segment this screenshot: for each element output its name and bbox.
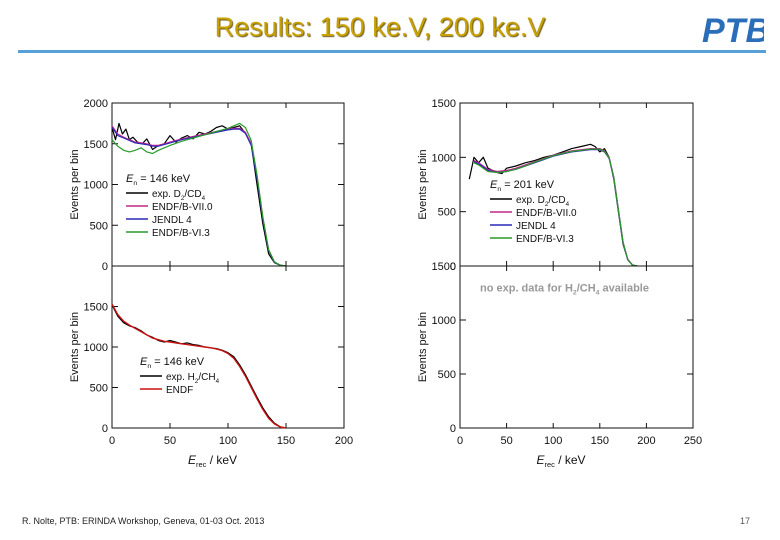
y-tick-label: 1000: [84, 180, 108, 192]
ptb-logo-icon: PTB: [702, 12, 764, 48]
y-axis-label: Events per bin: [69, 312, 81, 382]
legend-entry: exp. H2/CH4: [166, 372, 220, 385]
y-tick-label: 500: [90, 383, 108, 395]
y-tick-label: 500: [438, 207, 456, 219]
y-axis-label: Events per bin: [417, 312, 429, 382]
x-axis-label: Erec / keV: [188, 453, 237, 469]
series-endf-b-vi-3: [111, 122, 287, 267]
energy-annotation: En = 146 keV: [126, 173, 191, 187]
x-tick-label: 0: [457, 435, 463, 447]
plot-frame: [459, 102, 694, 267]
y-tick-label: 0: [102, 423, 108, 435]
x-tick-label: 100: [544, 435, 562, 447]
footer-citation: R. Nolte, PTB: ERINDA Workshop, Geneva, …: [22, 516, 265, 526]
y-tick-label: 1500: [432, 98, 456, 110]
y-tick-label: 1500: [84, 302, 108, 314]
chart-right-top: 0 500 1000 1500 Events per bin En = 201 keV ex…: [417, 98, 694, 273]
series-endf: [111, 303, 287, 429]
y-tick-label: 2000: [84, 98, 108, 110]
y-tick-label: 500: [438, 369, 456, 381]
series-exp-h2-ch4: [111, 304, 287, 429]
x-tick-label: 250: [684, 435, 702, 447]
energy-annotation: En = 201 keV: [490, 179, 555, 193]
y-tick-label: 1000: [432, 315, 456, 327]
x-tick-label: 0: [109, 435, 115, 447]
y-axis-label: Events per bin: [69, 149, 81, 219]
chart-left-bottom: 0 500 1000 1500 0 50 100 150 200 Events per bin Er…: [69, 265, 353, 469]
y-tick-label: 1500: [84, 139, 108, 151]
legend-entry: JENDL 4: [152, 215, 192, 226]
legend-entry: ENDF/B-VII.0: [152, 202, 213, 213]
no-data-note: no exp. data for H2/CH4 available: [480, 283, 649, 297]
x-tick-label: 50: [164, 435, 176, 447]
x-tick-label: 200: [637, 435, 655, 447]
y-tick-label: 0: [450, 423, 456, 435]
plot-frame: [111, 265, 345, 429]
x-tick-label: 100: [219, 435, 237, 447]
y-tick-label: 0: [450, 261, 456, 273]
title-divider: [18, 50, 766, 53]
legend-entry: ENDF: [166, 385, 193, 396]
plot-frame: [459, 265, 694, 429]
y-tick-label: 1000: [84, 342, 108, 354]
y-tick-label: 1000: [432, 152, 456, 164]
page-number: 17: [740, 516, 751, 526]
y-tick-label: 0: [102, 261, 108, 273]
legend-entry: JENDL 4: [516, 221, 556, 232]
legend-entry: exp. D2/CD4: [152, 189, 206, 202]
ptb-logo-text: PTB: [702, 12, 764, 48]
slide-title: Results: 150 ke.V, 200 ke.V: [214, 12, 546, 42]
x-tick-label: 150: [591, 435, 609, 447]
legend-entry: ENDF/B-VII.0: [516, 208, 577, 219]
x-axis-label: Erec / keV: [537, 453, 586, 469]
y-tick-label: 500: [90, 220, 108, 232]
legend-entry: ENDF/B-VI.3: [516, 234, 574, 245]
x-tick-label: 200: [335, 435, 353, 447]
legend-entry: ENDF/B-VI.3: [152, 228, 210, 239]
y-axis-label: Events per bin: [417, 149, 429, 219]
energy-annotation: En = 146 keV: [140, 356, 205, 370]
chart-left-top: 0 500 1000 1500 2000 Events per bin En = 146 k…: [69, 98, 345, 273]
x-tick-label: 150: [277, 435, 295, 447]
legend-entry: exp. D2/CD4: [516, 195, 570, 208]
y-tick-label: 1500: [432, 261, 456, 273]
series-endf-b-vi-3: [473, 148, 638, 267]
x-tick-label: 50: [500, 435, 512, 447]
